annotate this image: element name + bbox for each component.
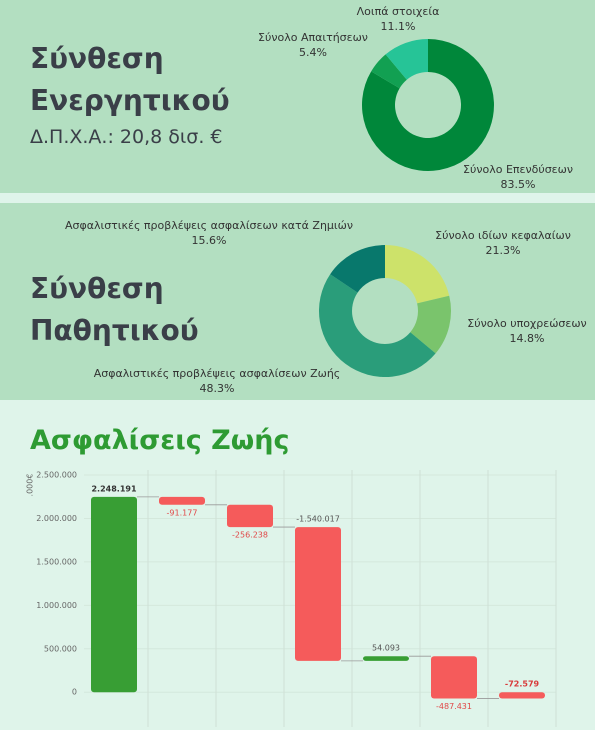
waterfall-bar bbox=[159, 496, 205, 505]
slice-value: 15.6% bbox=[192, 234, 227, 247]
waterfall-bar bbox=[499, 692, 545, 699]
slice-value: 83.5% bbox=[501, 178, 536, 191]
y-axis-label: .000€ bbox=[26, 474, 35, 497]
slice-label: Λοιπά στοιχεία bbox=[357, 5, 440, 18]
donut-slice bbox=[385, 245, 450, 304]
slice-label: Σύνολο υποχρεώσεων bbox=[467, 317, 586, 330]
donut-slice bbox=[361, 39, 494, 171]
waterfall-bar bbox=[91, 496, 137, 693]
chart-title: Ασφαλίσεις Ζωής bbox=[30, 425, 290, 456]
waterfall-bar bbox=[227, 504, 273, 528]
slice-label: Ασφαλιστικές προβλέψεις ασφαλίσεων Ζωής bbox=[94, 367, 341, 380]
y-tick-label: 1.500.000 bbox=[36, 557, 77, 566]
slice-value: 11.1% bbox=[381, 20, 416, 33]
y-tick-label: 2.000.000 bbox=[36, 514, 77, 523]
donut-slice bbox=[410, 295, 451, 354]
value-label: 54.093 bbox=[372, 644, 400, 653]
value-label: -1.540.017 bbox=[296, 515, 340, 524]
y-tick-label: 500.000 bbox=[44, 644, 77, 653]
panel-title: Σύνθεση Ενεργητικού bbox=[30, 42, 230, 117]
value-label: 2.248.191 bbox=[91, 484, 136, 493]
value-label: -72.579 bbox=[505, 680, 540, 689]
panel bbox=[0, 0, 595, 193]
donut-slice bbox=[371, 54, 407, 89]
slice-value: 21.3% bbox=[486, 244, 521, 257]
value-label: -256.238 bbox=[232, 531, 268, 540]
y-tick-label: 1.000.000 bbox=[36, 601, 77, 610]
donut-slice bbox=[385, 39, 428, 80]
waterfall-bar bbox=[431, 656, 477, 699]
panel bbox=[0, 203, 595, 400]
donut-slice bbox=[318, 274, 436, 378]
slice-label: Σύνολο Απαιτήσεων bbox=[258, 31, 368, 44]
slice-label: Σύνολο ιδίων κεφαλαίων bbox=[435, 229, 571, 242]
y-tick-label: 2.500.000 bbox=[36, 471, 77, 480]
slice-value: 5.4% bbox=[299, 46, 327, 59]
panel-subtitle: Δ.Π.Χ.Α.: 20,8 δισ. € bbox=[30, 126, 223, 148]
slice-value: 14.8% bbox=[510, 332, 545, 345]
slice-value: 48.3% bbox=[200, 382, 235, 395]
donut-slice bbox=[330, 245, 385, 293]
y-tick-label: 0 bbox=[72, 688, 77, 697]
waterfall-bar bbox=[295, 527, 341, 661]
slice-label: Ασφαλιστικές προβλέψεις ασφαλίσεων κατά … bbox=[65, 219, 353, 232]
slice-label: Σύνολο Επενδύσεων bbox=[463, 163, 573, 176]
panel-title: Σύνθεση Παθητικού bbox=[30, 272, 199, 347]
value-label: -487.431 bbox=[436, 702, 472, 711]
value-label: -91.177 bbox=[167, 508, 198, 517]
waterfall-bar bbox=[363, 656, 409, 661]
